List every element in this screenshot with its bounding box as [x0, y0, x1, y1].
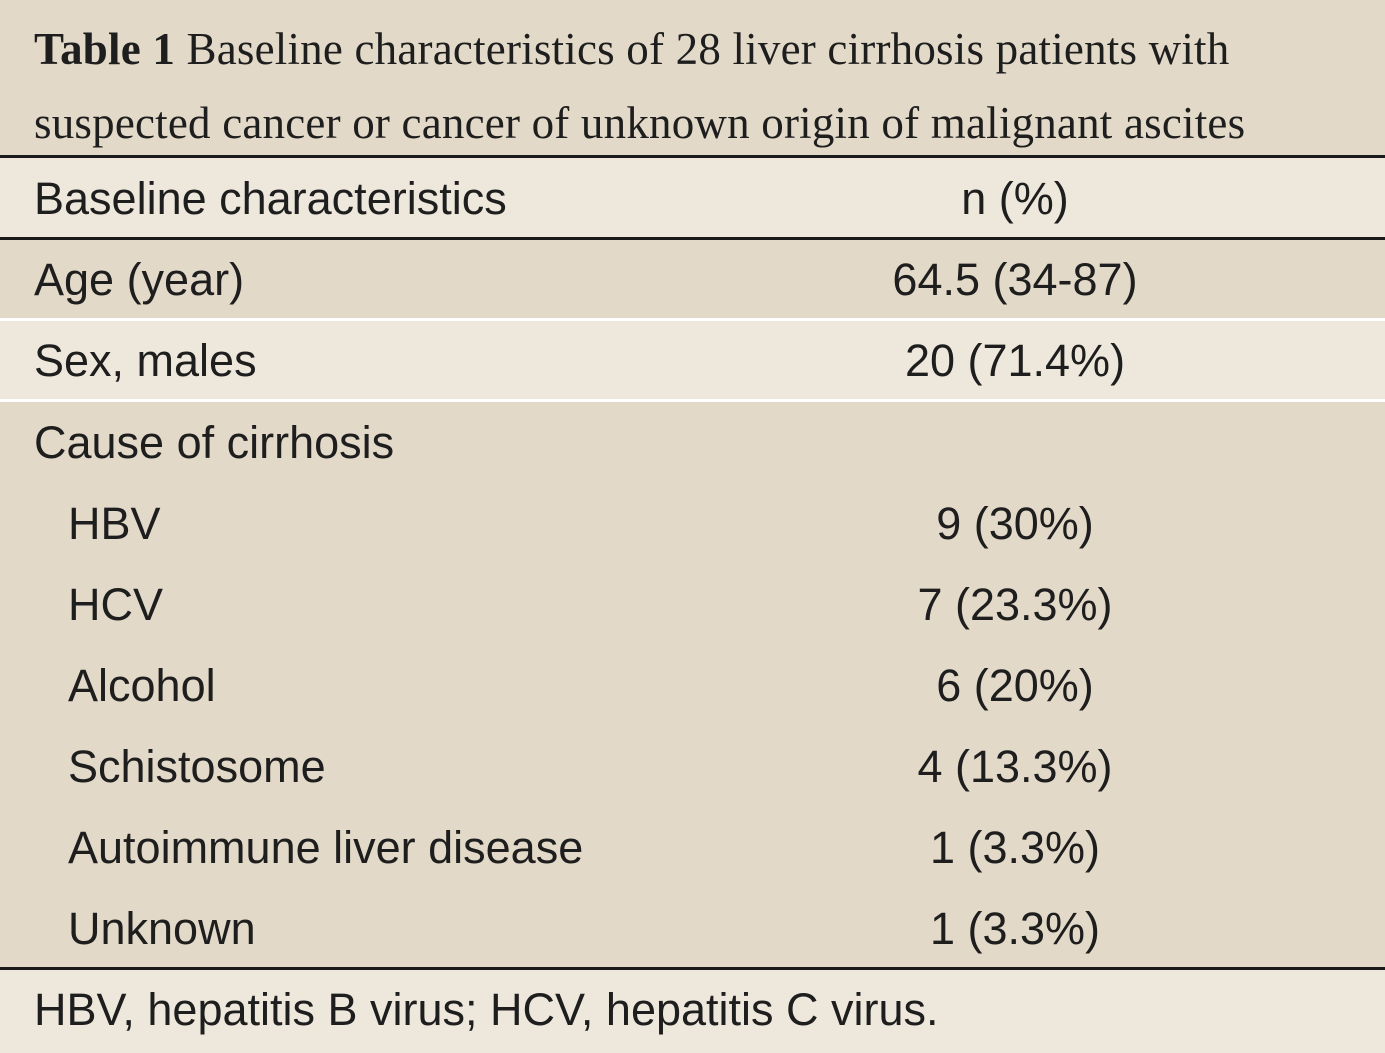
table-row-cause-group: Cause of cirrhosis HBV 9 (30%) HCV 7 (23… [0, 402, 1385, 967]
cause-item-value: 6 (20%) [936, 660, 1094, 711]
cause-item-label: Alcohol [68, 660, 216, 711]
table-caption-text: Baseline characteristics of 28 liver cir… [34, 24, 1246, 148]
cause-item-label: Unknown [68, 903, 256, 954]
cause-item-value: 9 (30%) [936, 498, 1094, 549]
row-divider [0, 399, 1385, 402]
cause-item-value: 4 (13.3%) [917, 741, 1113, 792]
footnote-text: HBV, hepatitis B virus; HCV, hepatitis C… [34, 984, 939, 1035]
table-header-row: Baseline characteristics n (%) [0, 158, 1385, 237]
header-characteristics: Baseline characteristics [34, 173, 507, 224]
cause-item-value: 7 (23.3%) [917, 579, 1113, 630]
table-caption-label: Table 1 [34, 24, 176, 74]
cause-item-label: HCV [68, 579, 164, 630]
row-label: Age (year) [34, 254, 245, 305]
table-caption: Table 1 Baseline characteristics of 28 l… [0, 0, 1385, 157]
row-divider [0, 318, 1385, 321]
cause-item-label: Autoimmune liver disease [68, 822, 584, 873]
cause-item-value: 1 (3.3%) [929, 822, 1101, 873]
bottom-rule [0, 967, 1385, 970]
cause-item-label: Schistosome [68, 741, 326, 792]
row-label-cause: Cause of cirrhosis [34, 417, 395, 468]
row-value: 64.5 (34-87) [892, 254, 1138, 305]
caption-rule [0, 155, 1385, 158]
cause-item-label: HBV [68, 498, 161, 549]
table-row-age: Age (year) 64.5 (34-87) [0, 240, 1385, 318]
row-label: Sex, males [34, 335, 257, 386]
cause-item-value: 1 (3.3%) [929, 903, 1101, 954]
header-n-percent: n (%) [961, 173, 1069, 224]
table-footnote: HBV, hepatitis B virus; HCV, hepatitis C… [0, 970, 1385, 1053]
row-value: 20 (71.4%) [904, 335, 1126, 386]
table-row-sex: Sex, males 20 (71.4%) [0, 321, 1385, 399]
header-rule [0, 237, 1385, 240]
